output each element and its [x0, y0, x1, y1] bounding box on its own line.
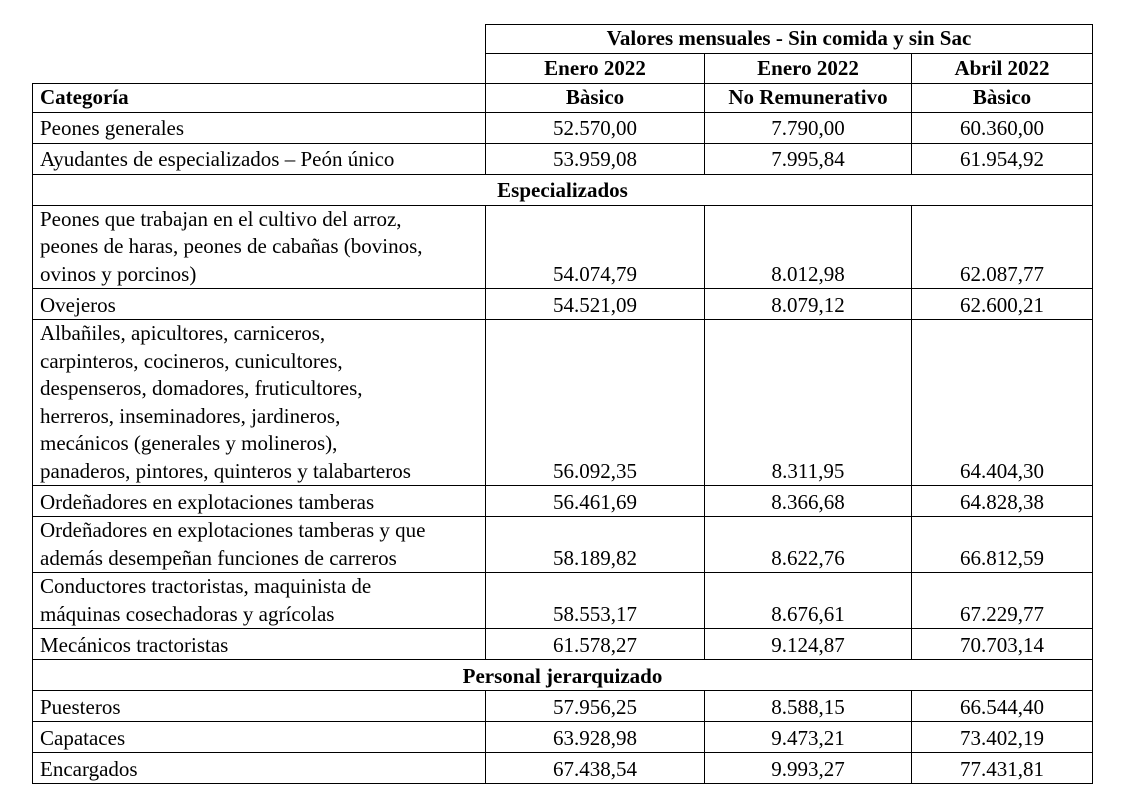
category-line: Encargados	[40, 756, 138, 781]
category-cell: Ordeñadores en explotaciones tamberas	[32, 485, 486, 517]
header-period-row: Enero 2022 Enero 2022 Abril 2022	[33, 52, 1093, 84]
table-row: Albañiles, apicultores, carniceros, carpi…	[32, 319, 1093, 486]
table-row: Conductores tractoristas, maquinista de m…	[32, 572, 1093, 629]
table-row: Ayudantes de especializados – Peón único…	[32, 142, 1093, 175]
table-row: Peones que trabajan en el cultivo del ar…	[32, 204, 1093, 289]
category-cell: Ordeñadores en explotaciones tamberas y …	[32, 516, 486, 573]
category-cell: Ayudantes de especializados – Peón único	[32, 142, 486, 175]
category-cell: Encargados	[32, 752, 486, 784]
value-cell: 73.402,19	[911, 721, 1093, 753]
category-cell: Mecánicos tractoristas	[32, 628, 486, 660]
section-title: Personal jerarquizado	[32, 659, 1093, 691]
group-title: Valores mensuales - Sin comida y sin Sac	[485, 24, 1093, 54]
value-cell: 58.189,82	[485, 516, 705, 573]
category-line: Ayudantes de especializados – Peón único	[40, 147, 395, 171]
category-cell: Puesteros	[32, 690, 486, 722]
value-cell: 7.995,84	[704, 142, 912, 175]
category-line: Conductores tractoristas, maquinista de	[40, 574, 372, 598]
section-row: Especializados	[32, 173, 1093, 206]
value-cell: 63.928,98	[485, 721, 705, 753]
category-line: herreros, inseminadores, jardineros,	[40, 403, 341, 428]
type-header: Bàsico	[911, 82, 1093, 113]
header-type-row: Categoría Bàsico No Remunerativo Bàsico	[32, 82, 1093, 113]
category-line: Puesteros	[40, 694, 121, 719]
value-cell: 52.570,00	[485, 111, 705, 144]
value-cell: 66.812,59	[911, 516, 1093, 573]
value-cell: 8.588,15	[704, 690, 912, 722]
value-cell: 60.360,00	[911, 111, 1093, 144]
value-cell: 70.703,14	[911, 628, 1093, 660]
value-cell: 62.087,77	[911, 204, 1093, 289]
category-line: Capataces	[40, 725, 126, 750]
period-header: Abril 2022	[911, 52, 1093, 84]
value-cell: 8.622,76	[704, 516, 912, 573]
value-cell: 9.473,21	[704, 721, 912, 753]
value-cell: 54.521,09	[485, 288, 705, 320]
value-cell: 53.959,08	[485, 142, 705, 175]
value-cell: 54.074,79	[485, 204, 705, 289]
category-cell: Peones generales	[32, 111, 486, 144]
section-title: Especializados	[32, 173, 1093, 206]
category-line: Albañiles, apicultores, carniceros,	[40, 321, 326, 345]
type-header: No Remunerativo	[704, 82, 912, 113]
table-row: Puesteros 57.956,25 8.588,15 66.544,40	[32, 690, 1093, 722]
header-group-row: Valores mensuales - Sin comida y sin Sac	[33, 24, 1093, 54]
value-cell: 7.790,00	[704, 111, 912, 144]
value-cell: 56.092,35	[485, 319, 705, 486]
category-line: Ordeñadores en explotaciones tamberas y …	[40, 518, 426, 542]
category-line: ovinos y porcinos)	[40, 261, 197, 286]
type-header: Bàsico	[485, 82, 705, 113]
category-line: despenseros, domadores, fruticultores,	[40, 376, 363, 400]
category-line: Mecánicos tractoristas	[40, 632, 229, 657]
value-cell: 8.676,61	[704, 572, 912, 629]
category-header: Categoría	[32, 82, 486, 113]
table-row: Capataces 63.928,98 9.473,21 73.402,19	[32, 721, 1093, 753]
value-cell: 77.431,81	[911, 752, 1093, 784]
value-cell: 8.079,12	[704, 288, 912, 320]
value-cell: 61.954,92	[911, 142, 1093, 175]
section-row: Personal jerarquizado	[32, 659, 1093, 691]
category-cell: Ovejeros	[32, 288, 486, 320]
value-cell: 8.311,95	[704, 319, 912, 486]
value-cell: 64.404,30	[911, 319, 1093, 486]
value-cell: 9.124,87	[704, 628, 912, 660]
period-header: Enero 2022	[485, 52, 705, 84]
category-line: Peones que trabajan en el cultivo del ar…	[40, 206, 402, 231]
category-line: panaderos, pintores, quinteros y talabar…	[40, 458, 411, 483]
value-cell: 58.553,17	[485, 572, 705, 629]
category-line: además desempeñan funciones de carreros	[40, 545, 397, 570]
category-line: máquinas cosechadoras y agrícolas	[40, 601, 335, 626]
table-row: Mecánicos tractoristas 61.578,27 9.124,87 7…	[32, 628, 1093, 660]
category-line: mecánicos (generales y molineros),	[40, 431, 338, 455]
category-cell: Peones que trabajan en el cultivo del ar…	[32, 204, 486, 289]
table-row: Ovejeros 54.521,09 8.079,12 62.600,21	[32, 288, 1093, 320]
category-cell: Albañiles, apicultores, carniceros, carpi…	[32, 319, 486, 486]
table-row: Peones generales 52.570,00 7.790,00 60.360,…	[32, 111, 1093, 144]
category-line: Peones generales	[40, 116, 185, 140]
category-cell: Capataces	[32, 721, 486, 753]
category-line: peones de haras, peones de cabañas (bovi…	[40, 234, 423, 258]
value-cell: 8.366,68	[704, 485, 912, 517]
table-row: Encargados 67.438,54 9.993,27 77.431,81	[32, 752, 1093, 784]
category-line: carpinteros, cocineros, cunicultores,	[40, 348, 343, 373]
table-row: Ordeñadores en explotaciones tamberas 56.…	[32, 485, 1093, 517]
value-cell: 67.229,77	[911, 572, 1093, 629]
value-cell: 56.461,69	[485, 485, 705, 517]
value-cell: 9.993,27	[704, 752, 912, 784]
salary-table: Valores mensuales - Sin comida y sin Sac…	[32, 24, 1093, 784]
value-cell: 64.828,38	[911, 485, 1093, 517]
value-cell: 8.012,98	[704, 204, 912, 289]
category-line: Ordeñadores en explotaciones tamberas	[40, 489, 375, 514]
category-cell: Conductores tractoristas, maquinista de m…	[32, 572, 486, 629]
category-line: Ovejeros	[40, 292, 116, 317]
value-cell: 62.600,21	[911, 288, 1093, 320]
value-cell: 67.438,54	[485, 752, 705, 784]
value-cell: 66.544,40	[911, 690, 1093, 722]
period-header: Enero 2022	[704, 52, 912, 84]
value-cell: 57.956,25	[485, 690, 705, 722]
value-cell: 61.578,27	[485, 628, 705, 660]
table-row: Ordeñadores en explotaciones tamberas y …	[32, 516, 1093, 573]
